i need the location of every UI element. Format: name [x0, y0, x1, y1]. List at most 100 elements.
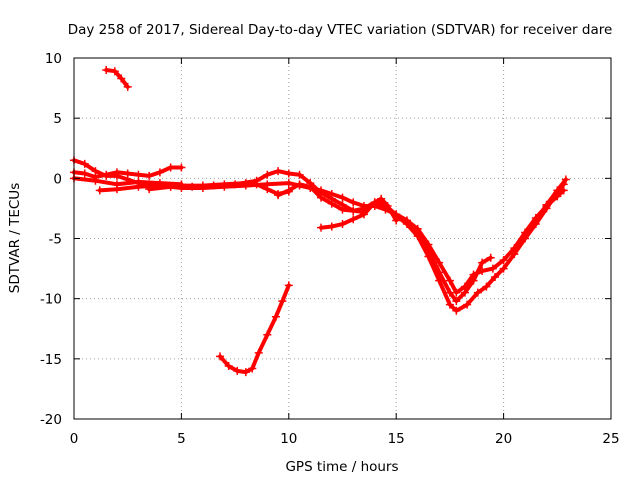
data-point	[284, 281, 293, 290]
y-tick-label: -10	[40, 292, 62, 308]
data-point	[188, 182, 197, 191]
data-point	[155, 168, 164, 177]
data-point	[254, 348, 263, 357]
data-point	[349, 215, 358, 224]
series-arc-2	[72, 158, 566, 295]
data-point	[112, 168, 121, 177]
data-point	[295, 170, 304, 179]
data-point	[531, 216, 540, 225]
data-point	[359, 210, 368, 219]
data-point	[392, 216, 401, 225]
data-point	[469, 276, 478, 285]
data-point	[561, 175, 570, 184]
data-point	[488, 264, 497, 273]
data-point	[499, 264, 508, 273]
data-point	[117, 74, 126, 83]
data-point	[224, 362, 233, 371]
data-point	[383, 202, 392, 211]
data-point	[491, 273, 500, 282]
data-point	[521, 232, 530, 241]
data-point	[317, 193, 326, 202]
data-point	[349, 206, 358, 215]
series-arc-9	[218, 283, 291, 375]
data-point	[452, 306, 461, 315]
series-arc-10	[523, 177, 568, 239]
x-tick-label: 25	[602, 431, 619, 447]
data-point	[402, 216, 411, 225]
data-point	[435, 268, 444, 277]
data-point	[177, 163, 186, 172]
data-point	[209, 181, 218, 190]
data-point	[338, 193, 347, 202]
data-point	[413, 228, 422, 237]
data-point	[110, 67, 119, 76]
x-axis-label: GPS time / hours	[285, 459, 398, 475]
data-point	[231, 180, 240, 189]
data-point	[473, 288, 482, 297]
y-tick-label: 5	[53, 111, 62, 127]
data-point	[499, 256, 508, 265]
data-point	[166, 163, 175, 172]
data-point	[317, 223, 326, 232]
data-point	[80, 159, 89, 168]
data-point	[80, 169, 89, 178]
y-tick-label: 10	[45, 51, 62, 67]
data-point	[263, 330, 272, 339]
y-tick-label: -5	[49, 232, 62, 248]
data-point	[123, 82, 132, 91]
data-point	[306, 182, 315, 191]
data-point	[233, 366, 242, 375]
data-point	[252, 176, 261, 185]
data-point	[445, 300, 454, 309]
x-tick-label: 0	[70, 431, 79, 447]
data-point	[327, 199, 336, 208]
data-point	[91, 176, 100, 185]
data-point	[134, 182, 143, 191]
data-point	[295, 180, 304, 189]
data-point	[278, 297, 287, 306]
series-arc-6	[147, 169, 566, 313]
x-tick-label: 20	[495, 431, 512, 447]
y-tick-label: -15	[40, 352, 62, 368]
data-point	[284, 169, 293, 178]
data-point	[377, 194, 386, 203]
data-point	[542, 200, 551, 209]
data-point	[349, 198, 358, 207]
data-point	[424, 246, 433, 255]
data-point	[486, 253, 495, 262]
data-point	[134, 170, 143, 179]
axis-ticks: 0 5 10 15 20 25 10 5 0 -5 -10 -15 -20	[40, 51, 620, 447]
data-series	[70, 66, 570, 377]
x-tick-label: 10	[280, 431, 297, 447]
data-point	[248, 364, 257, 373]
data-point	[271, 312, 280, 321]
data-point	[445, 276, 454, 285]
data-point	[263, 170, 272, 179]
data-point	[241, 368, 250, 377]
series-arc-1	[104, 68, 130, 89]
data-point	[338, 220, 347, 229]
data-point	[460, 288, 469, 297]
data-point	[338, 205, 347, 214]
data-point	[510, 250, 519, 259]
data-point	[478, 258, 487, 267]
x-tick-label: 15	[388, 431, 405, 447]
data-point	[452, 297, 461, 306]
data-point	[370, 198, 379, 207]
grid-lines	[74, 58, 611, 419]
data-point	[145, 171, 154, 180]
chart-title: Day 258 of 2017, Sidereal Day-to-day VTE…	[68, 22, 613, 38]
data-point	[553, 186, 562, 195]
data-point	[284, 186, 293, 195]
data-point	[445, 288, 454, 297]
data-point	[274, 167, 283, 176]
data-point	[263, 185, 272, 194]
data-point	[482, 282, 491, 291]
data-point	[463, 300, 472, 309]
data-point	[95, 186, 104, 195]
data-point	[123, 169, 132, 178]
data-point	[145, 185, 154, 194]
data-point	[216, 352, 225, 361]
x-tick-label: 5	[177, 431, 186, 447]
